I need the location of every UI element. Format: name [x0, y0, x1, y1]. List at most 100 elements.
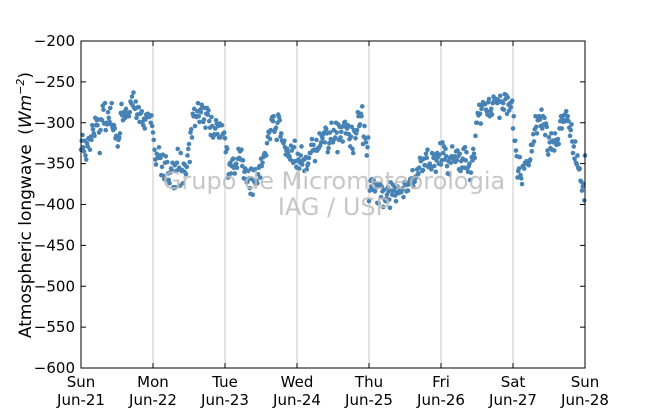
data-point — [326, 145, 331, 151]
data-point — [156, 144, 162, 150]
data-point — [187, 159, 193, 165]
data-point — [255, 171, 261, 177]
data-point — [539, 107, 544, 112]
data-point — [99, 118, 105, 123]
x-tick-label-day: Tue — [211, 373, 238, 391]
data-point — [196, 113, 202, 119]
data-point — [105, 109, 111, 115]
data-point — [508, 104, 514, 110]
data-points — [78, 90, 588, 211]
data-point — [306, 155, 312, 161]
y-tick-label: −250 — [34, 73, 75, 91]
data-point — [444, 163, 450, 169]
data-point — [85, 144, 91, 149]
y-tick-label: −450 — [34, 236, 75, 254]
y-tick-label: −300 — [34, 114, 75, 132]
data-point — [354, 127, 360, 133]
data-point — [218, 135, 223, 140]
x-tick-label-date: Jun-27 — [488, 391, 537, 409]
data-point — [334, 130, 340, 135]
data-point — [326, 140, 332, 146]
data-point — [348, 134, 354, 139]
data-point — [273, 125, 279, 130]
data-point — [566, 118, 571, 124]
data-point — [467, 177, 473, 183]
data-point — [454, 158, 460, 163]
data-point — [511, 113, 517, 119]
data-point — [98, 127, 103, 133]
data-point — [139, 109, 145, 114]
data-point — [234, 165, 240, 171]
data-point — [437, 152, 442, 157]
data-point — [239, 147, 244, 153]
data-point — [365, 144, 370, 150]
y-tick-label: −550 — [34, 318, 75, 336]
data-point — [186, 141, 192, 147]
data-point — [518, 176, 524, 181]
data-point — [291, 144, 297, 150]
data-point — [519, 181, 525, 187]
data-point — [228, 171, 234, 176]
y-tick-label: −400 — [34, 196, 75, 214]
data-point — [281, 138, 287, 144]
data-point — [119, 101, 124, 107]
data-point — [178, 150, 184, 156]
data-point — [395, 184, 400, 189]
data-point — [570, 150, 576, 156]
data-point — [284, 146, 290, 152]
data-point — [537, 117, 543, 122]
data-point — [136, 104, 142, 110]
data-point — [530, 131, 536, 137]
data-point — [542, 132, 548, 138]
data-point — [311, 142, 316, 148]
data-point — [526, 162, 532, 168]
x-tick-label-date: Jun-22 — [128, 391, 177, 409]
data-point — [468, 170, 474, 175]
data-point — [263, 153, 269, 158]
data-point — [197, 119, 202, 125]
data-point — [278, 131, 284, 136]
data-point — [572, 139, 578, 144]
data-point — [299, 144, 304, 149]
data-point — [379, 184, 385, 189]
data-point — [151, 137, 157, 143]
data-point — [309, 136, 315, 142]
data-point — [505, 95, 511, 100]
data-point — [423, 151, 429, 157]
data-point — [325, 149, 331, 155]
data-point — [338, 135, 343, 140]
data-point — [322, 140, 328, 145]
data-point — [219, 122, 225, 128]
data-point — [381, 187, 387, 193]
data-point — [471, 151, 477, 157]
data-point — [412, 179, 418, 184]
data-point — [443, 153, 449, 159]
data-point — [173, 185, 178, 190]
data-point — [563, 109, 569, 114]
data-point — [247, 185, 253, 191]
data-point — [472, 155, 478, 161]
data-point — [353, 135, 358, 141]
data-point — [400, 185, 406, 191]
data-point — [206, 108, 211, 113]
data-point — [521, 166, 527, 171]
data-point — [467, 161, 472, 166]
data-point — [533, 113, 538, 119]
data-point — [438, 162, 444, 167]
data-point — [386, 197, 392, 202]
data-point — [327, 130, 333, 135]
data-point — [240, 158, 246, 163]
data-point — [509, 98, 515, 103]
x-tick-label-day: Sun — [67, 373, 96, 391]
data-point — [409, 176, 415, 181]
data-point — [260, 160, 265, 166]
data-point — [102, 100, 108, 106]
data-point — [174, 160, 180, 166]
data-point — [206, 118, 212, 124]
data-point — [446, 171, 452, 177]
data-point — [556, 141, 562, 147]
data-point — [531, 139, 537, 144]
data-point — [575, 153, 580, 158]
data-point — [489, 112, 495, 117]
data-point — [443, 146, 448, 152]
